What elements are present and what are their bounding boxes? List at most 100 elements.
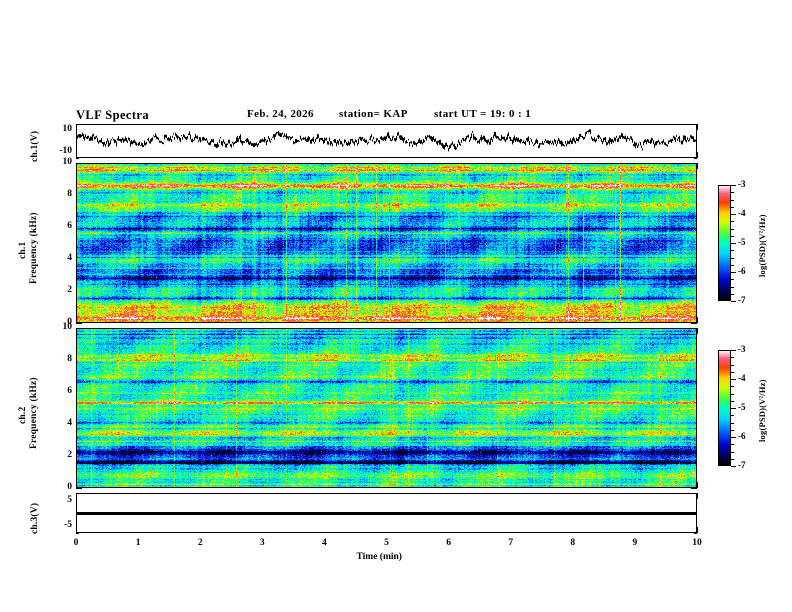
x-tick [697,328,698,334]
y-tick-label: 5 [67,494,72,505]
colorbar-tick-minor [731,229,734,230]
y-tick-label: 4 [67,418,72,428]
observation-date: Feb. 24, 2026 [247,108,314,120]
colorbar-tick-label: -7 [738,295,746,305]
colorbar-gradient-ch2-spectrogram [718,350,731,466]
colorbar-tick-minor [731,357,734,358]
x-tick [76,482,77,488]
colorbar-title: log(PSD)(V²/Hz) [757,214,767,277]
x-tick [76,527,77,533]
colorbar-tick-minor [731,452,734,453]
colorbar-tick-minor [731,459,734,460]
x-tick [697,124,698,130]
x-tick-label: 9 [632,538,638,548]
y-tick-minor [694,533,697,534]
colorbar-tick-minor [731,372,734,373]
colorbar-tick-minor [731,423,734,424]
x-tick [697,163,698,169]
x-tick-label: 2 [197,538,203,548]
colorbar-title: log(PSD)(V²/Hz) [757,379,767,442]
colorbar-tick-minor [731,394,734,395]
colorbar-tick-minor [731,192,734,193]
colorbar-tick [731,185,736,186]
y-tick-minor [694,124,697,125]
x-tick-label: 6 [446,538,451,548]
station-label: station= KAP [339,108,408,120]
y-axis-title-frequency: Frequency (kHz) [29,212,39,284]
colorbar-tick-minor [731,365,734,366]
colorbar-frame-ch2-spectrogram [718,350,731,466]
y-axis-title-ch3-waveform: ch.3(V) [30,502,40,534]
colorbar-tick [731,350,736,351]
colorbar-tick-minor [731,444,734,445]
y-tick-label: 0 [67,482,72,492]
y-tick [691,323,697,324]
x-axis-title: Time (min) [356,552,402,562]
y-tick-minor [76,533,79,534]
y-tick [76,328,82,329]
colorbar-tick-minor [731,265,734,266]
colorbar-tick-minor [731,250,734,251]
colorbar-tick-minor [731,258,734,259]
x-tick [697,482,698,488]
colorbar-tick-label: -7 [738,460,746,470]
y-tick-minor [76,158,79,159]
colorbar-tick [731,408,736,409]
x-tick-label: 3 [259,538,265,548]
x-tick [697,527,698,533]
start-ut-label: start UT = 19: 0 : 1 [434,108,532,120]
y-tick-label: -5 [64,519,72,530]
y-tick [691,163,697,164]
colorbar-tick-label: -4 [738,208,746,218]
colorbar-tick [731,301,736,302]
y-tick-label: 2 [67,285,72,295]
y-tick-label: 6 [67,221,72,231]
y-tick-label: 8 [67,189,72,199]
y-tick [76,323,82,324]
y-axis-title-frequency: Frequency (kHz) [29,377,39,449]
colorbar-tick-minor [731,221,734,222]
x-tick-label: 7 [508,538,514,548]
colorbar-tick [731,437,736,438]
y-tick-label: 10 [62,157,73,167]
colorbar-tick-label: -4 [738,373,746,383]
x-tick-label: 10 [692,538,702,548]
y-tick [76,163,82,164]
y-axis-title-ch1-waveform: ch.1(V) [30,130,40,162]
colorbar-tick-label: -3 [738,179,746,189]
colorbar-tick [731,272,736,273]
colorbar-tick-label: -5 [738,237,746,247]
y-tick-minor [694,493,697,494]
colorbar-tick [731,214,736,215]
y-tick [691,328,697,329]
colorbar-tick-minor [731,386,734,387]
colorbar-tick-label: -6 [738,266,746,276]
x-tick [76,152,77,158]
page-title: VLF Spectra [76,108,150,122]
colorbar-tick-minor [731,279,734,280]
colorbar-tick-minor [731,401,734,402]
y-tick-label: 0 [67,317,72,327]
colorbar-tick-minor [731,415,734,416]
x-tick [76,163,77,169]
x-tick-label: 5 [384,538,389,548]
colorbar-tick [731,466,736,467]
x-tick-label: 8 [570,538,576,548]
y-tick-label: 8 [67,354,72,364]
ch3-waveform [77,494,696,532]
y-tick-minor [694,158,697,159]
x-tick [697,493,698,499]
y-tick-label: 10 [62,322,73,332]
x-tick [697,152,698,158]
colorbar-tick-label: -5 [738,402,746,412]
y-axis-title-channel: ch.2 [18,406,28,424]
x-tick [76,124,77,130]
y-tick [76,488,82,489]
y-tick-label: 4 [67,253,72,263]
colorbar-tick-minor [731,236,734,237]
colorbar-tick-minor [731,287,734,288]
y-tick-label: -10 [59,145,72,156]
ch1-spectrogram [77,164,696,322]
x-tick [76,328,77,334]
